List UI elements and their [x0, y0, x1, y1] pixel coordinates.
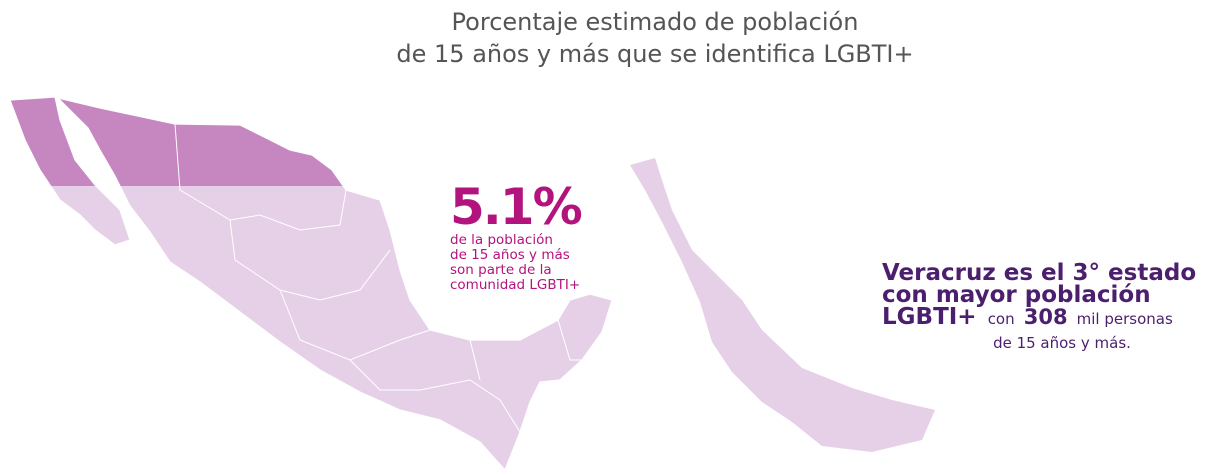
description-line: de 15 años y más [450, 247, 570, 263]
state-borders [174, 123, 582, 433]
detail-prefix: con [988, 310, 1015, 328]
title-line: Porcentaje estimado de población [452, 8, 859, 36]
headline-line: Veracruz es el 3° estado [882, 260, 1196, 286]
description-line: comunidad LGBTI+ [450, 277, 580, 293]
detail-number: 308 [1024, 305, 1068, 329]
national-description: de la población de 15 años y más son par… [450, 232, 580, 293]
headline-line: con mayor población [882, 282, 1151, 308]
description-line: son parte de la [450, 262, 552, 278]
mexico-map [9, 96, 613, 472]
detail-last-line: de 15 años y más. [993, 334, 1131, 352]
description-line: de la población [450, 232, 553, 248]
headline-line: LGBTI+ con 308 mil personas [882, 304, 1173, 330]
title-line: de 15 años y más que se identifica LGBTI… [396, 40, 913, 68]
veracruz-text: Veracruz es el 3° estado con mayor pobla… [882, 260, 1196, 352]
headline-end: LGBTI+ [882, 304, 977, 330]
veracruz-map [630, 158, 935, 452]
national-value: 5.1% [450, 178, 582, 236]
detail-suffix: mil personas [1077, 310, 1173, 328]
